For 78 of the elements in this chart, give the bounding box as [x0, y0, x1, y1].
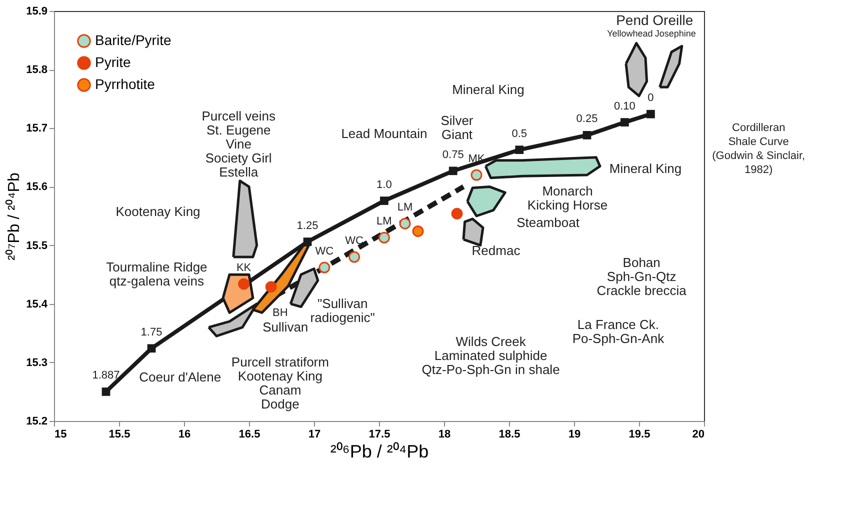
point	[470, 169, 482, 181]
annotation: "Sullivan radiogenic"	[310, 296, 376, 325]
x-tick-label: 18.5	[498, 428, 520, 440]
annotation: Steamboat	[516, 215, 580, 230]
annotation: Mineral King	[609, 161, 682, 176]
annotation: 1.25	[296, 220, 318, 232]
annotation: 0.75	[442, 148, 464, 161]
point	[265, 281, 277, 293]
annotation: BH	[272, 307, 288, 320]
y-axis-title: ²⁰⁷Pb / ²⁰⁴Pb	[5, 172, 24, 260]
annotation: LM	[376, 216, 392, 228]
annotation: Lead Mountain	[341, 126, 428, 141]
point	[620, 118, 629, 126]
point	[412, 225, 424, 237]
annotation: La France Ck. Po-Sph-Gn-Ank	[572, 316, 665, 346]
x-tick-label: 19	[568, 428, 581, 440]
annotation: Purcell veins St. Eugene Vine Society Girl Estella	[202, 108, 276, 180]
x-axis-title: ²⁰⁶Pb / ²⁰⁴Pb	[330, 442, 429, 462]
x-tick-label: 20	[692, 428, 704, 440]
y-tick-label: 15.4	[26, 298, 48, 310]
x-tick-label: 15.5	[108, 428, 130, 440]
y-tick-label: 15.3	[26, 356, 48, 369]
y-tick-label: 15.7	[26, 122, 48, 135]
annotation: Monarch Kicking Horse	[527, 183, 608, 212]
point	[582, 130, 592, 140]
x-tick-label: 17	[308, 428, 321, 440]
annotation: Silver Giant	[440, 113, 474, 142]
annotation: 0.10	[614, 100, 636, 112]
annotation: Sullivan	[262, 319, 308, 334]
annotation: Coeur d'Alene	[139, 370, 222, 385]
point	[646, 110, 655, 118]
x-tick-label: 17.5	[368, 428, 390, 440]
annotation: MK	[468, 153, 486, 165]
annotation: Bohan Sph-Gn-Qtz Crackle breccia	[596, 254, 688, 298]
point	[399, 218, 411, 230]
annotation: WC	[345, 235, 364, 247]
y-tick-label: 15.2	[26, 416, 48, 428]
legend-label: Pyrite	[95, 54, 131, 70]
point	[348, 251, 360, 263]
point	[378, 232, 390, 244]
annotation: 0	[648, 92, 654, 104]
annotation: 1.887	[92, 370, 120, 382]
annotation: Kootenay King	[116, 204, 200, 219]
x-tick-label: 16.5	[238, 428, 260, 440]
annotation: 1.75	[140, 326, 162, 338]
annotation: Redmac	[472, 243, 521, 258]
point	[147, 344, 156, 353]
point	[448, 166, 458, 176]
annotation: 1.0	[376, 178, 392, 191]
annotation: Mineral King	[452, 82, 524, 98]
annotation: Josephine	[654, 28, 696, 38]
y-tick-label: 15.9	[26, 6, 48, 18]
point	[318, 262, 330, 274]
legend-label: Pyrrhotite	[95, 76, 156, 92]
annotation: LM	[397, 202, 413, 214]
point	[102, 388, 110, 396]
annotation: Purcell stratiform Kootenay King Canam Dodge	[231, 354, 329, 412]
legend-label: Barite/Pyrite	[95, 32, 172, 48]
point	[451, 208, 463, 220]
x-tick-label: 19.5	[628, 428, 650, 440]
annotation: Yellowhead	[607, 28, 653, 38]
x-tick-label: 15	[54, 428, 67, 440]
annotation: 0.25	[576, 113, 598, 126]
x-tick-label: 16	[178, 428, 191, 440]
annotation: Pend Oreille	[616, 12, 694, 28]
annotation: WC	[315, 246, 334, 258]
annotation: Tourmaline Ridge qtz-galena veins	[106, 260, 208, 289]
annotation: 0.5	[512, 128, 528, 140]
point	[380, 196, 388, 205]
y-tick-label: 15.6	[26, 181, 48, 194]
point	[238, 278, 250, 290]
point	[515, 146, 524, 154]
annotation: KK	[236, 262, 252, 274]
y-tick-label: 15.5	[26, 240, 48, 252]
y-tick-label: 15.8	[26, 64, 48, 76]
x-tick-label: 18	[438, 428, 451, 440]
text: Cordilleran Shale Curve (Godwin & Sinclair, 1982)	[712, 122, 806, 176]
annotation: Wilds Creek Laminated sulphide Qtz-Po-Sph-Gn in shale	[422, 334, 560, 377]
